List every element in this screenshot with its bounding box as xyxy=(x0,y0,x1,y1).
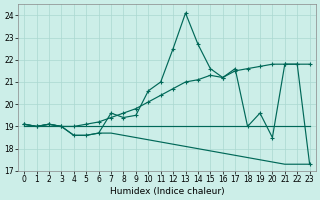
X-axis label: Humidex (Indice chaleur): Humidex (Indice chaleur) xyxy=(109,187,224,196)
